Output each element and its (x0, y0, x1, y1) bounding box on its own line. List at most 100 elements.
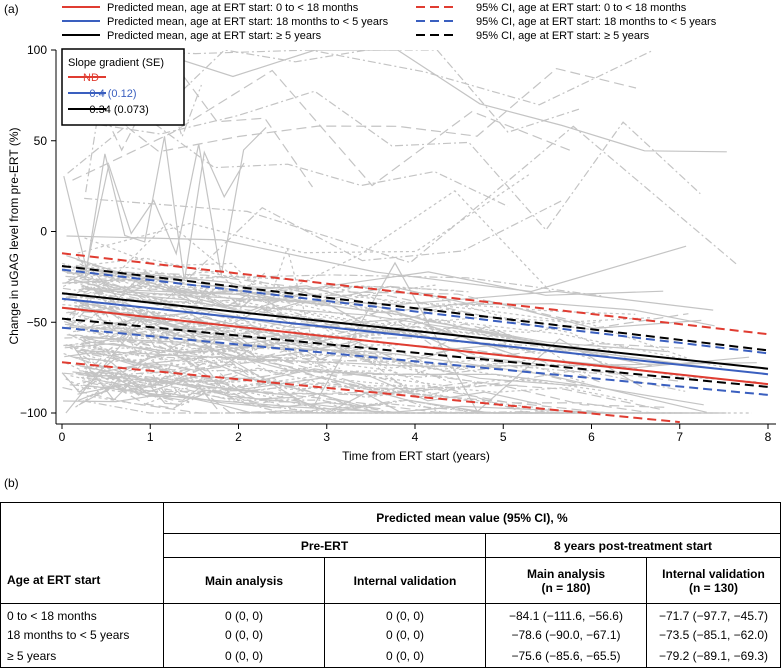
legend-label: Predicted mean, age at ERT start: 18 mon… (107, 16, 389, 28)
slope-label: −0.34 (0.073) (83, 104, 149, 116)
table-col-main-post-n: (n = 180) (541, 580, 591, 595)
series-line (61, 252, 769, 336)
trajectory-line (77, 246, 323, 377)
trajectory-line (87, 341, 578, 387)
x-tick-label: 1 (147, 430, 154, 444)
table-row: 18 months to < 5 years 0 (0, 0) 0 (0, 0)… (0, 624, 781, 646)
trajectory-line (62, 270, 268, 296)
row-post-int: −79.2 (−89.1, −69.3) (646, 645, 781, 668)
trajectory-line (72, 314, 548, 391)
trajectory-line (84, 286, 684, 355)
trajectory-line (82, 355, 276, 395)
trajectory-line (61, 266, 603, 297)
y-tick-label: 50 (34, 134, 48, 148)
row-post-main: −75.6 (−85.6, −65.5) (485, 645, 647, 668)
trajectory-line (81, 271, 653, 323)
x-tick-label: 2 (235, 430, 242, 444)
row-pre-main: 0 (0, 0) (163, 603, 325, 625)
row-pre-int: 0 (0, 0) (324, 645, 486, 668)
trajectory-line (86, 287, 217, 322)
y-tick-label: −50 (27, 315, 48, 329)
series-line (61, 326, 769, 396)
trajectory-line (87, 357, 542, 406)
trajectory-line (71, 190, 551, 320)
table-corner (0, 502, 164, 534)
model-lines (61, 252, 769, 424)
y-tick-label: −100 (20, 406, 47, 420)
trajectory-line (76, 351, 680, 391)
trajectory-line (80, 50, 654, 106)
trajectory-line (62, 304, 629, 354)
trajectory-line (79, 336, 704, 406)
x-tick-label: 5 (500, 430, 507, 444)
legend-label: 95% CI, age at ERT start: 0 to < 18 mont… (476, 2, 687, 14)
series-line (61, 317, 769, 388)
panel-a-label: (a) (4, 2, 19, 16)
table-col-main-post-label: Main analysis (526, 566, 606, 581)
row-pre-main: 0 (0, 0) (163, 624, 325, 646)
series-line (61, 265, 769, 352)
table-row: 0 to < 18 months 0 (0, 0) 0 (0, 0) −84.1… (0, 603, 781, 625)
trajectory-line (63, 392, 381, 410)
table-col-int-post-n: (n = 130) (688, 580, 739, 595)
slope-gradient-box: Slope gradient (SE) ND −0.4 (0.12) −0.34 (0… (61, 48, 185, 126)
table-col-main-post: Main analysis (n = 180) (485, 557, 647, 604)
trajectory-line (72, 69, 573, 187)
y-tick-label: 0 (40, 225, 47, 239)
row-pre-int: 0 (0, 0) (324, 603, 486, 625)
trajectory-line (78, 304, 315, 350)
panel-b-label: (b) (4, 476, 19, 490)
trajectory-line (69, 347, 281, 385)
table-col-int-pre: Internal validation (324, 557, 486, 604)
table-col-int-post: Internal validation (n = 130) (646, 557, 781, 604)
trajectory-line (76, 378, 186, 397)
trajectory-line (66, 319, 518, 399)
legend-label: Predicted mean, age at ERT start: ≥ 5 ye… (107, 30, 322, 42)
trajectory-line (80, 337, 603, 392)
slope-box-frame (61, 48, 185, 126)
x-tick-label: 4 (412, 430, 419, 444)
trajectory-line (81, 285, 690, 360)
table-col-int-post-label: Internal validation (662, 566, 765, 581)
trajectory-line (64, 351, 247, 371)
axes: 0 1 2 3 4 5 6 7 8 −100 −50 0 50 100 Time from ERT star… (7, 43, 776, 463)
trajectory-line (83, 90, 701, 231)
trajectory-line (67, 354, 448, 400)
row-post-int: −71.7 (−97.7, −45.7) (646, 603, 781, 625)
trajectory-line (87, 283, 689, 330)
slope-box-title: Slope gradient (SE) (68, 57, 164, 69)
trajectory-line (74, 334, 409, 387)
trajectory-line (69, 326, 686, 392)
row-post-main: −78.6 (−90.0, −67.1) (485, 624, 647, 646)
table-col-main-pre: Main analysis (163, 557, 325, 604)
trajectory-line (66, 272, 715, 327)
trajectory-line (77, 174, 530, 254)
trajectory-line (61, 199, 563, 304)
row-pre-main: 0 (0, 0) (163, 645, 325, 668)
trajectory-line (75, 345, 553, 413)
trajectory-line (63, 126, 267, 276)
table-row: ≥ 5 years 0 (0, 0) 0 (0, 0) −75.6 (−85.6… (0, 645, 781, 668)
x-tick-label: 0 (59, 430, 66, 444)
slope-label: ND (83, 72, 99, 84)
trajectory-line (78, 364, 422, 414)
trajectory-line (70, 375, 307, 414)
legend-label: 95% CI, age at ERT start: ≥ 5 years (476, 30, 650, 42)
trajectory-line (85, 374, 553, 414)
x-tick-label: 6 (588, 430, 595, 444)
row-post-int: −73.5 (−85.1, −62.0) (646, 624, 781, 646)
series-line (61, 268, 769, 355)
trajectory-line (63, 257, 636, 315)
series-line (61, 292, 769, 370)
trajectory-line (84, 136, 245, 281)
uGAG-chart: 0 1 2 3 4 5 6 7 8 −100 −50 0 50 100 Time from ERT star… (7, 2, 776, 463)
legend-label: 95% CI, age at ERT start: 18 months to <… (476, 16, 717, 28)
trajectory-line (62, 306, 605, 352)
trajectory-line (67, 311, 450, 378)
row-age: 18 months to < 5 years (0, 624, 164, 646)
trajectory-line (62, 262, 502, 317)
table-header-main: Predicted mean value (95% CI), % (163, 502, 781, 534)
trajectory-line (81, 350, 757, 367)
x-tick-label: 8 (765, 430, 772, 444)
x-tick-label: 7 (676, 430, 683, 444)
